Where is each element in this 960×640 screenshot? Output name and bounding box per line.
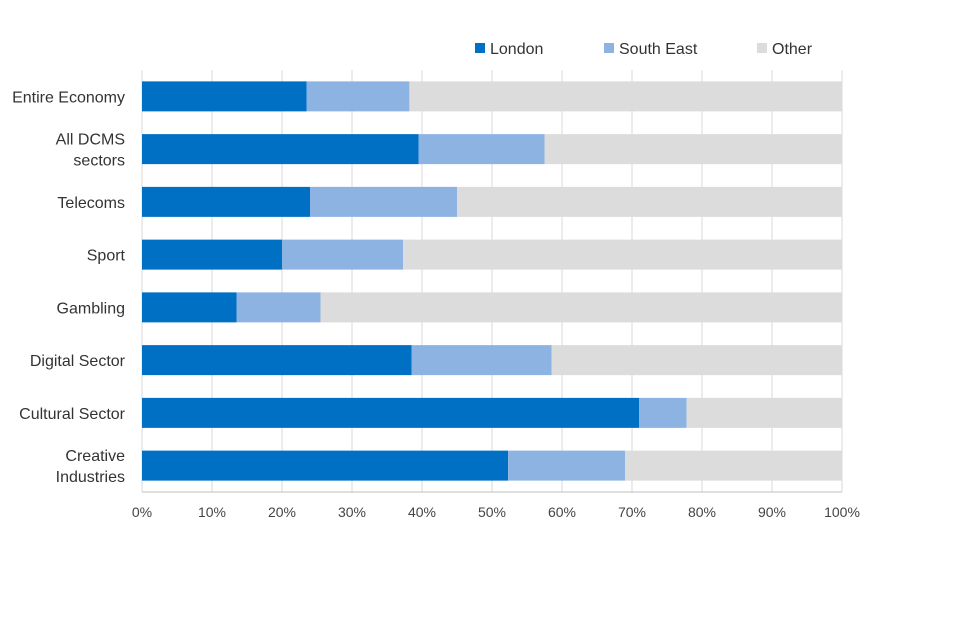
legend-label: London bbox=[490, 41, 543, 58]
bar-south-east bbox=[639, 397, 687, 428]
legend: London South East Other bbox=[475, 41, 813, 58]
bar-other bbox=[625, 450, 842, 481]
legend-swatch bbox=[475, 43, 485, 53]
category-label: Sport bbox=[87, 248, 126, 265]
bar-south-east bbox=[418, 134, 545, 165]
bar-south-east bbox=[282, 239, 404, 270]
bar-other bbox=[551, 345, 842, 376]
x-tick-label: 10% bbox=[198, 504, 226, 520]
category-label: All DCMS bbox=[56, 132, 125, 149]
bar-london bbox=[142, 81, 307, 112]
bar-london bbox=[142, 134, 419, 165]
bar-other bbox=[409, 81, 842, 112]
x-tick-label: 50% bbox=[478, 504, 506, 520]
x-tick-label: 30% bbox=[338, 504, 366, 520]
bar-london bbox=[142, 345, 412, 376]
bar-other bbox=[320, 292, 842, 323]
legend-label: South East bbox=[619, 41, 698, 58]
x-tick-label: 60% bbox=[548, 504, 576, 520]
gridlines bbox=[141, 70, 843, 492]
category-label: sectors bbox=[73, 153, 125, 170]
x-tick-label: 70% bbox=[618, 504, 646, 520]
x-tick-label: 80% bbox=[688, 504, 716, 520]
category-label: Creative bbox=[65, 448, 125, 465]
legend-label: Other bbox=[772, 41, 813, 58]
category-label: Gambling bbox=[57, 300, 125, 317]
bar-london bbox=[142, 397, 639, 428]
bar-london bbox=[142, 239, 282, 270]
x-tick-label: 90% bbox=[758, 504, 786, 520]
legend-swatch bbox=[757, 43, 767, 53]
bar-london bbox=[142, 292, 237, 323]
bar-other bbox=[544, 134, 842, 165]
bar-south-east bbox=[306, 81, 410, 112]
category-label: Entire Economy bbox=[12, 89, 125, 106]
legend-swatch bbox=[604, 43, 614, 53]
bar-london bbox=[142, 450, 509, 481]
category-label: Industries bbox=[56, 469, 125, 486]
x-tick-label: 20% bbox=[268, 504, 296, 520]
bar-south-east bbox=[411, 345, 552, 376]
x-tick-label: 40% bbox=[408, 504, 436, 520]
x-tick-labels: 0% 10% 20% 30% 40% 50% 60% 70% 80% 90% 100% bbox=[132, 504, 860, 520]
bar-south-east bbox=[508, 450, 625, 481]
bar-other bbox=[457, 186, 842, 217]
bar-london bbox=[142, 186, 310, 217]
category-label: Cultural Sector bbox=[19, 406, 125, 423]
x-tick-label: 100% bbox=[824, 504, 860, 520]
bar-other bbox=[403, 239, 842, 270]
category-label: Telecoms bbox=[57, 195, 125, 212]
bars bbox=[142, 81, 842, 481]
bar-south-east bbox=[310, 186, 457, 217]
category-label: Digital Sector bbox=[30, 353, 126, 370]
category-labels: Entire Economy All DCMS sectors Telecoms Spo… bbox=[12, 89, 126, 486]
x-tick-label: 0% bbox=[132, 504, 152, 520]
bar-south-east bbox=[236, 292, 321, 323]
bar-other bbox=[686, 397, 842, 428]
